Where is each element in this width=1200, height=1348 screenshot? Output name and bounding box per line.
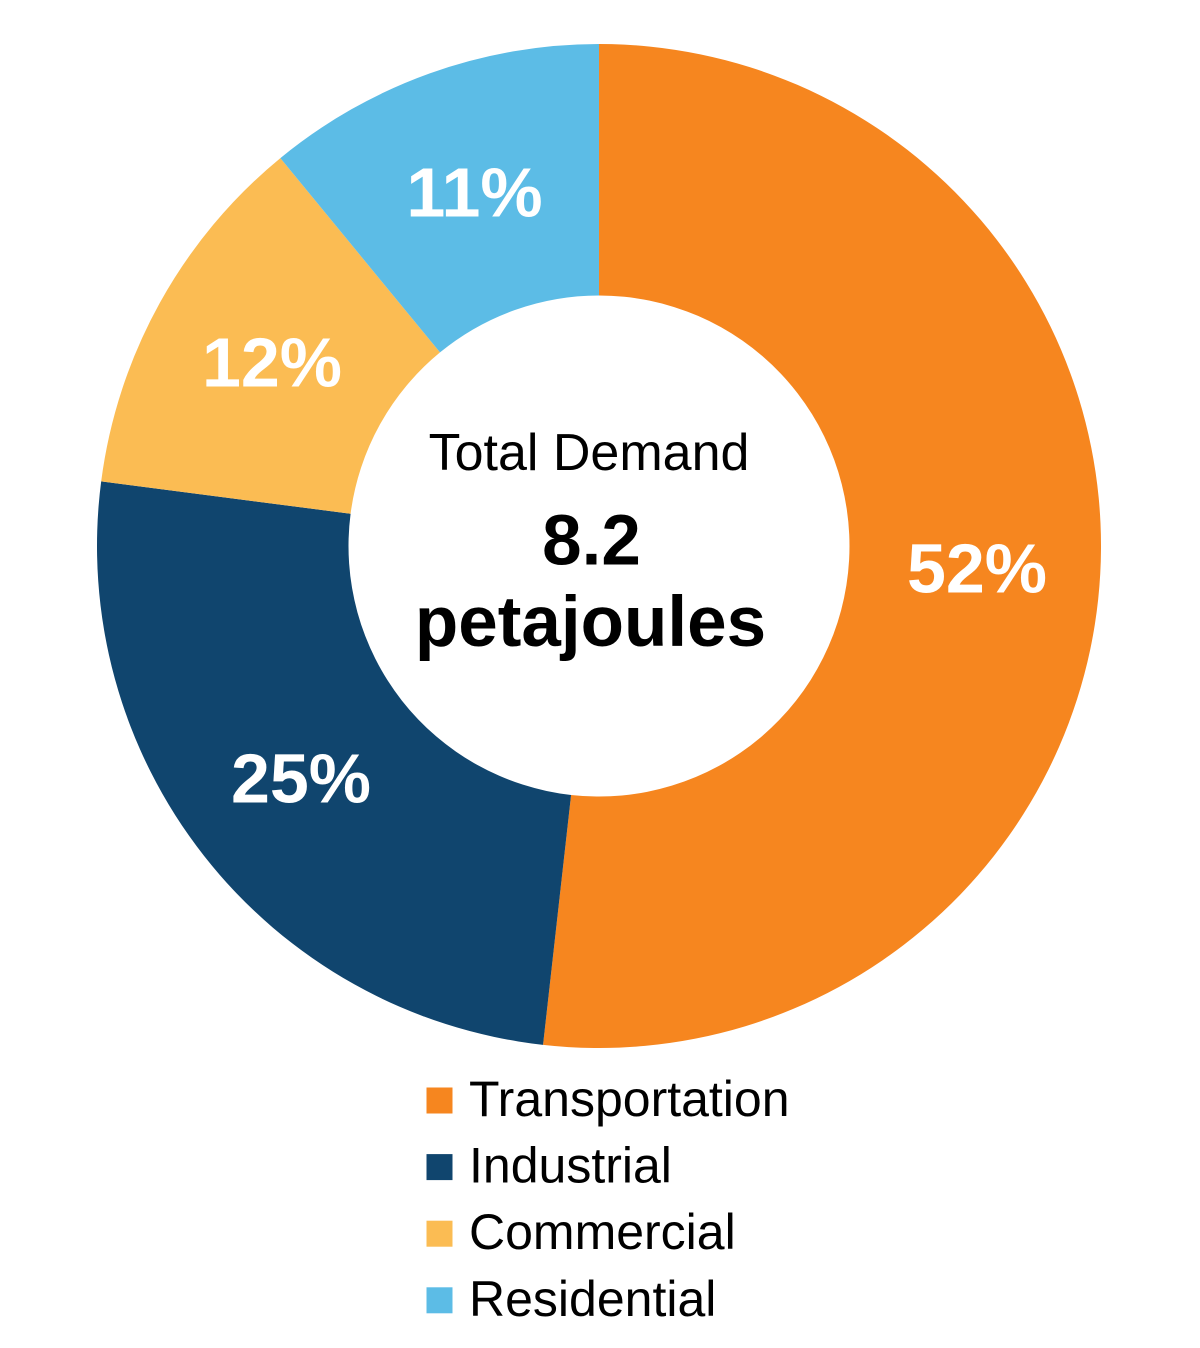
svg-text:12%: 12%	[202, 324, 342, 402]
svg-text:Total Demand: Total Demand	[429, 424, 750, 482]
svg-text:petajoules: petajoules	[415, 583, 766, 662]
svg-text:11%: 11%	[406, 154, 542, 232]
svg-text:25%: 25%	[231, 740, 371, 818]
svg-text:52%: 52%	[907, 530, 1047, 608]
svg-text:Commercial: Commercial	[469, 1204, 736, 1260]
svg-text:8.2: 8.2	[542, 502, 641, 581]
svg-text:Transportation: Transportation	[469, 1071, 790, 1127]
svg-text:Residential: Residential	[469, 1271, 716, 1327]
svg-text:Industrial: Industrial	[469, 1138, 672, 1194]
